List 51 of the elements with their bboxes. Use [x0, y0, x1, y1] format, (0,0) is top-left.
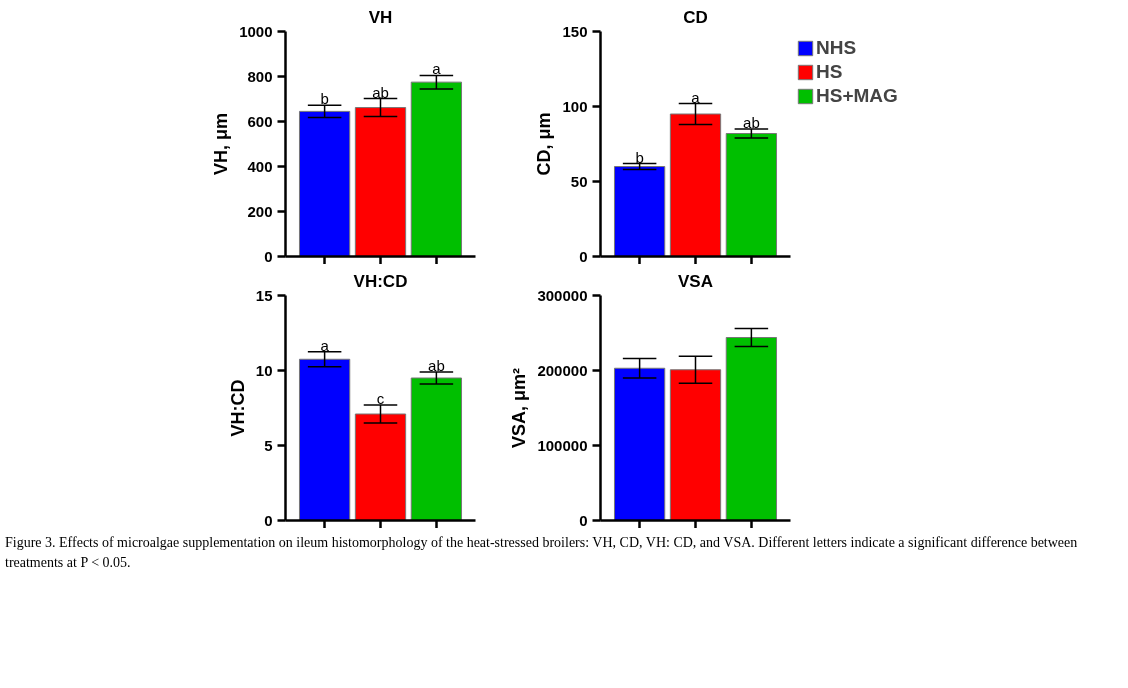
chart-title: CD: [683, 7, 708, 27]
y-tick-label: 150: [562, 22, 588, 40]
data-label: b: [320, 90, 329, 108]
y-axis-title: CD, μm: [534, 112, 555, 176]
bar: [354, 413, 407, 521]
y-tick-label: 0: [579, 511, 588, 529]
bar: [298, 110, 351, 257]
data-label: ab: [743, 114, 760, 131]
bar: [725, 337, 778, 521]
data-label: a: [320, 336, 330, 354]
data-label: ab: [372, 83, 389, 101]
legend-label: NHS: [816, 37, 857, 59]
bar: [298, 358, 351, 521]
bar: [613, 367, 666, 521]
y-tick-label: 400: [247, 157, 273, 175]
y-tick-label: 100000: [537, 436, 588, 454]
bar: [669, 369, 722, 521]
data-label: ab: [428, 357, 445, 374]
y-tick-label: 600: [247, 112, 273, 130]
y-tick-label: 0: [264, 247, 273, 265]
y-tick-label: 5: [264, 436, 273, 454]
y-tick-label: 100: [562, 97, 588, 115]
data-label: a: [691, 88, 701, 106]
y-tick-label: 200000: [537, 361, 588, 379]
data-label: b: [635, 148, 644, 166]
legend-label: HS+MAG: [816, 85, 898, 107]
bar: [410, 377, 463, 521]
chart-title: VSA: [678, 271, 713, 291]
y-tick-label: 200: [247, 202, 273, 220]
y-axis-title: VSA, μm²: [509, 367, 530, 449]
data-label: c: [376, 390, 385, 407]
y-tick-label: 50: [570, 172, 588, 190]
bar: [669, 113, 722, 257]
y-tick-label: 15: [255, 286, 273, 304]
y-tick-label: 0: [579, 247, 588, 265]
y-axis-title: VH:CD: [227, 379, 248, 437]
y-tick-label: 800: [247, 67, 273, 85]
bar: [410, 81, 463, 257]
chart-title: VH: [368, 7, 393, 27]
bar: [613, 166, 666, 257]
bar: [354, 107, 407, 257]
caption: Figure 3. Effects of microalgae supplementation on ileum histomorphology of the heat-stressed broilers: VH, CD, VH: CD, and VSA. Different letters indicate a significant difference between treatments at P < 0.05.: [5, 534, 1079, 572]
legend-label: HS: [816, 61, 843, 83]
y-tick-label: 300000: [537, 286, 588, 304]
chart-title: VH:CD: [353, 271, 408, 291]
y-tick-label: 10: [255, 361, 273, 379]
y-tick-label: 1000: [239, 22, 273, 40]
bar: [725, 133, 778, 257]
data-label: a: [432, 60, 442, 78]
y-axis-title: VH, μm: [211, 112, 232, 176]
y-tick-label: 0: [264, 511, 273, 529]
